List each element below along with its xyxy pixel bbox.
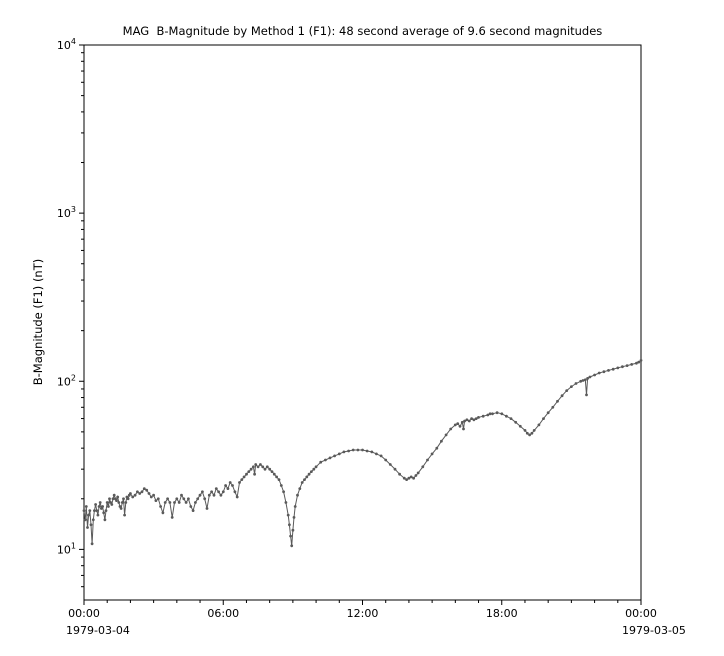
x-start-date-label: 1979-03-04	[66, 624, 130, 637]
svg-text:00:00: 00:00	[625, 607, 657, 620]
svg-text:102: 102	[57, 373, 76, 388]
chart-title: MAG B-Magnitude by Method 1 (F1): 48 sec…	[122, 24, 603, 38]
svg-text:104: 104	[57, 37, 76, 52]
svg-text:18:00: 18:00	[486, 607, 518, 620]
svg-text:12:00: 12:00	[347, 607, 379, 620]
x-end-date-label: 1979-03-05	[622, 624, 686, 637]
svg-text:00:00: 00:00	[68, 607, 100, 620]
data-line	[83, 359, 642, 546]
svg-text:101: 101	[57, 541, 76, 556]
svg-text:06:00: 06:00	[207, 607, 239, 620]
axes-box	[83, 44, 642, 601]
svg-text:103: 103	[57, 205, 76, 220]
